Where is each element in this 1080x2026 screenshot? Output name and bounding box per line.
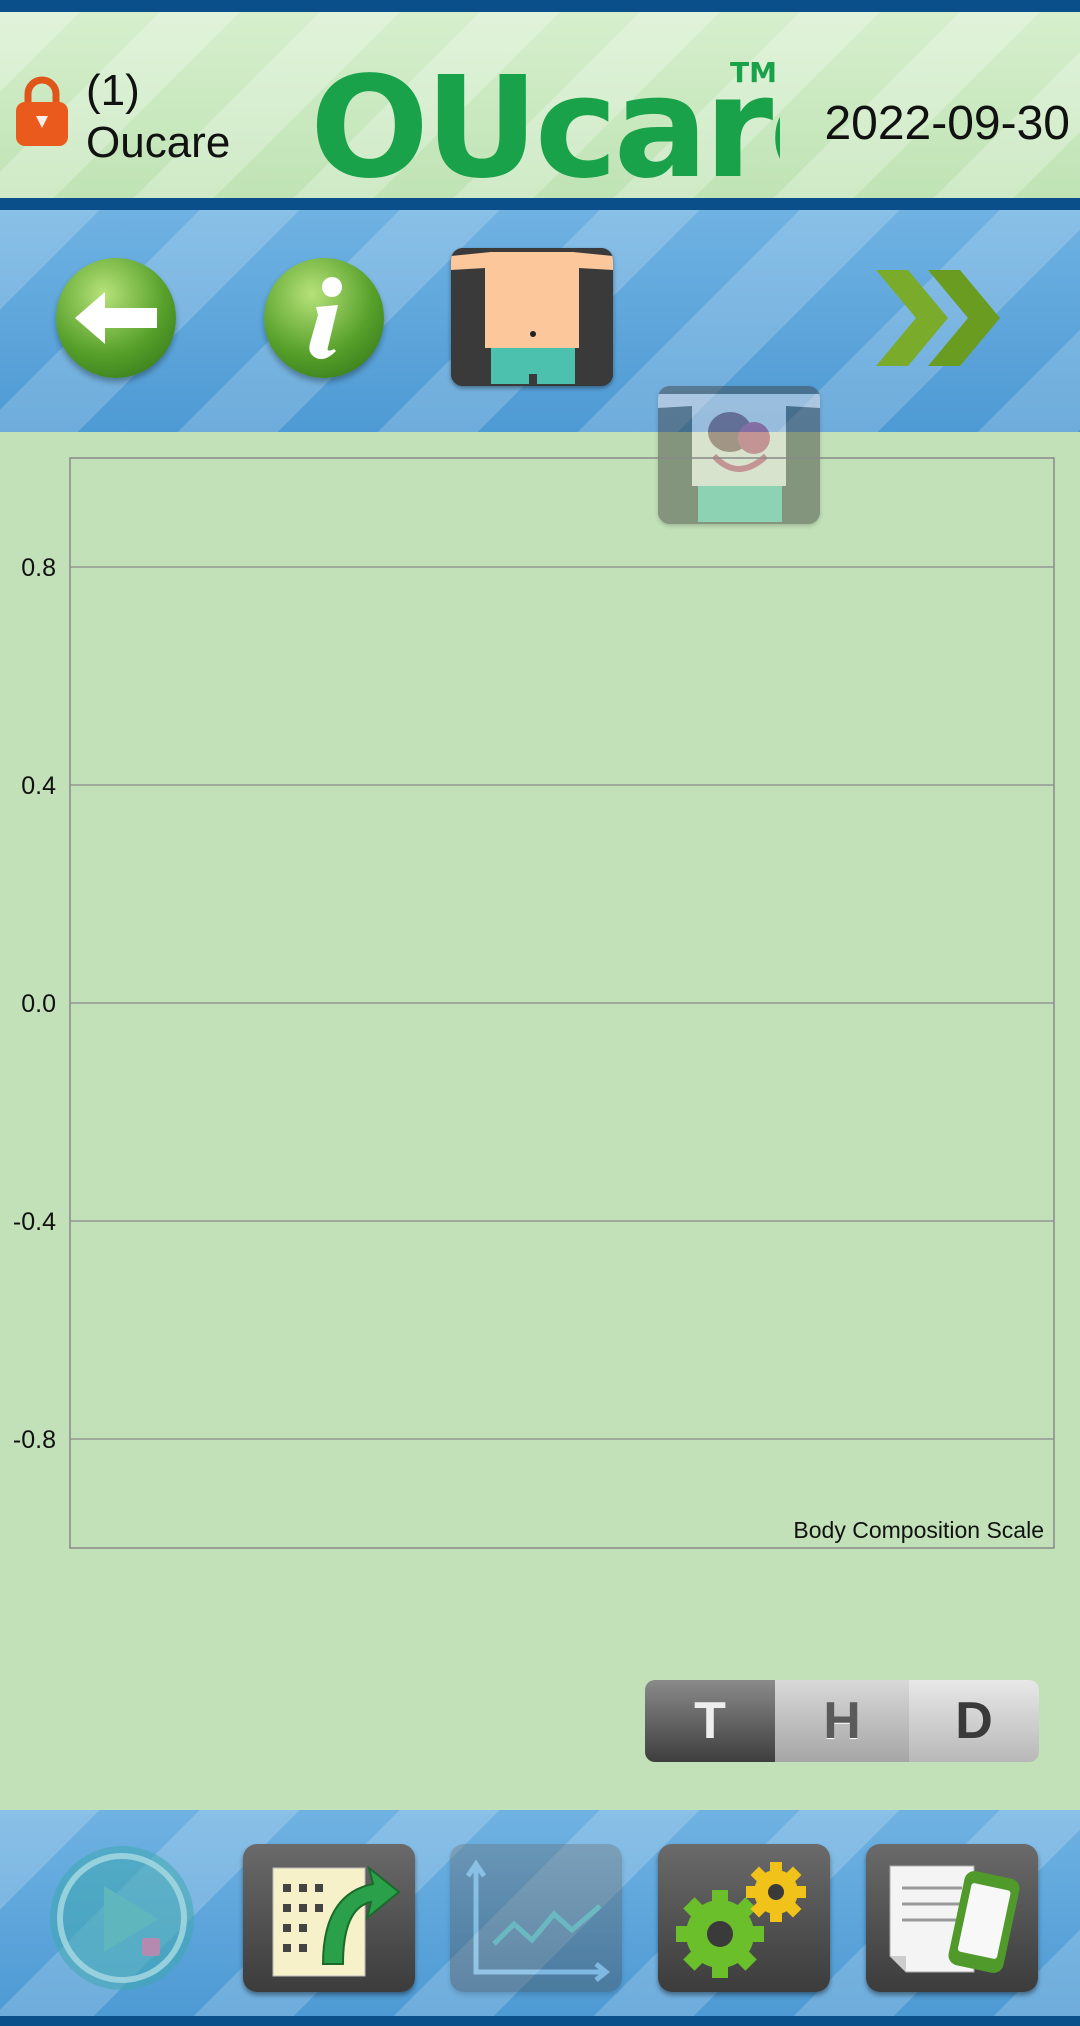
next-button[interactable] xyxy=(870,262,1010,379)
top-toolbar xyxy=(0,210,1080,524)
segment-t-button[interactable]: T xyxy=(645,1680,775,1762)
trend-chart-button[interactable] xyxy=(450,1844,622,1992)
trend-chart-icon xyxy=(465,1859,611,1982)
document-phone-button[interactable] xyxy=(866,1844,1038,1992)
trademark-text: TM xyxy=(730,56,777,89)
info-icon xyxy=(309,277,342,360)
segment-h-button[interactable]: H xyxy=(775,1680,909,1762)
segment-d-button[interactable]: D xyxy=(909,1680,1039,1762)
play-icon xyxy=(50,1846,194,1990)
y-tick-label: -0.8 xyxy=(13,1426,56,1454)
document-phone-icon xyxy=(889,1865,1020,1973)
body-front-button[interactable] xyxy=(451,248,613,386)
export-data-icon xyxy=(272,1865,401,1977)
date-display: 2022-09-30 xyxy=(824,97,1070,150)
app-header: (1) Oucare OUcare TM 2022-09-30 xyxy=(0,0,1080,210)
back-button[interactable] xyxy=(56,258,176,378)
oucare-logo: OUcare TM xyxy=(310,47,864,210)
lock-icon[interactable] xyxy=(14,74,70,148)
y-tick-label: 0.4 xyxy=(21,772,56,800)
double-chevron-right-icon xyxy=(876,270,1000,366)
y-tick-label: -0.4 xyxy=(13,1208,56,1236)
chart-annotation: Body Composition Scale xyxy=(793,1517,1044,1543)
user-name[interactable]: Oucare xyxy=(86,118,231,167)
bottom-toolbar xyxy=(0,1810,1080,2026)
user-number[interactable]: (1) xyxy=(86,66,140,115)
play-button[interactable] xyxy=(46,1842,198,1999)
back-arrow-icon xyxy=(75,292,157,344)
body-composition-chart: 0.8 0.4 0.0 -0.4 -0.8 Body Composition Scale xyxy=(13,457,1055,1549)
view-mode-segment: T H D xyxy=(645,1680,1039,1762)
info-button[interactable] xyxy=(264,258,384,378)
chart-area: 0.8 0.4 0.0 -0.4 -0.8 Body Composition Scale xyxy=(0,432,1080,1810)
body-organs-button[interactable] xyxy=(658,386,820,524)
settings-gears-icon xyxy=(676,1862,806,1978)
y-tick-label: 0.8 xyxy=(21,554,56,582)
settings-button[interactable] xyxy=(658,1844,830,1992)
body-front-icon xyxy=(451,248,613,386)
body-organs-icon xyxy=(658,386,820,524)
export-data-button[interactable] xyxy=(243,1844,415,1992)
y-tick-label: 0.0 xyxy=(21,990,56,1018)
logo-text: OUcare xyxy=(310,54,780,184)
